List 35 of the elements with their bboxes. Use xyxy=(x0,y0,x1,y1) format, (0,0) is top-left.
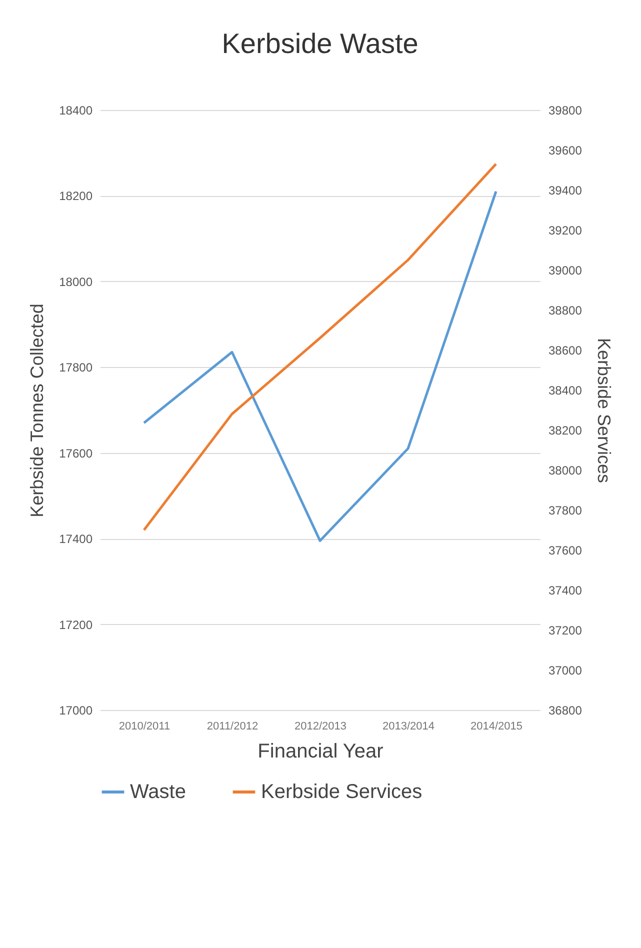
y-tick-label: 17800 xyxy=(59,360,93,375)
y2-tick-label: 38400 xyxy=(548,384,582,398)
y-tick-label: 18400 xyxy=(59,104,93,118)
y2-tick-label: 37800 xyxy=(548,504,582,518)
y2-tick-label: 37600 xyxy=(548,544,582,558)
y2-tick-label: 37200 xyxy=(548,624,582,638)
y2-tick-label: 38800 xyxy=(548,304,582,318)
y-tick-label: 17200 xyxy=(59,618,93,632)
y-tick-label: 18200 xyxy=(59,189,93,204)
y2-tick-label: 39200 xyxy=(548,224,582,238)
x-tick-label: 2014/2015 xyxy=(470,720,522,732)
y2-tick-label: 37000 xyxy=(548,664,582,678)
y2-tick-label: 38000 xyxy=(548,464,582,478)
y-tick-label: 17000 xyxy=(59,704,93,718)
x-tick-label: 2013/2014 xyxy=(382,720,434,732)
y2-tick-label: 38200 xyxy=(548,424,582,438)
y-tick-label: 18000 xyxy=(59,274,93,289)
x-tick-label: 2012/2013 xyxy=(294,720,346,732)
y2-axis-title: Kerbside Services xyxy=(594,338,614,484)
y2-tick-label: 37400 xyxy=(548,584,582,598)
y2-tick-label: 36800 xyxy=(548,704,582,718)
y2-tick-label: 39000 xyxy=(548,264,582,278)
x-tick-label: 2011/2012 xyxy=(206,720,258,732)
x-tick-label: 2010/2011 xyxy=(118,720,170,732)
x-axis-title: Financial Year xyxy=(258,740,384,762)
y2-tick-label: 39600 xyxy=(548,144,582,158)
y-axis-title: Kerbside Tonnes Collected xyxy=(27,304,48,518)
y2-tick-label: 38600 xyxy=(548,344,582,358)
chart-title: Kerbside Waste xyxy=(222,28,418,59)
y-tick-label: 17400 xyxy=(59,532,93,546)
legend-label: Kerbside Services xyxy=(261,781,422,803)
legend-label: Waste xyxy=(130,781,186,803)
y-tick-label: 17600 xyxy=(59,446,93,460)
y2-tick-label: 39800 xyxy=(548,104,582,118)
y2-tick-label: 39400 xyxy=(548,184,582,198)
